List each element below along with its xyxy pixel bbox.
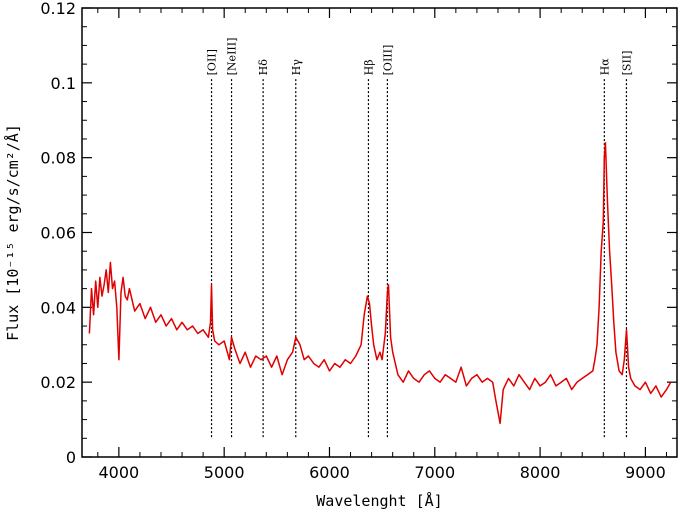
x-axis-ticks: 4000 5000 6000 7000 8000 9000 <box>97 8 667 482</box>
emission-line-label: [NeIII] <box>226 38 239 76</box>
y-tick-label: 0 <box>66 448 76 467</box>
y-tick-label: 0.08 <box>40 149 76 168</box>
y-tick-label: 0.06 <box>40 224 76 243</box>
y-tick-label: 0.02 <box>40 373 76 392</box>
x-tick-label: 8000 <box>520 463 561 482</box>
emission-line-markers: [OII] [NeIII] Hδ Hγ Hβ [OIII] Hα [SII] <box>206 38 633 439</box>
spectrum-series-line <box>88 141 672 425</box>
y-axis-ticks: 0 0.02 0.04 0.06 0.08 0.1 0.12 <box>40 0 677 467</box>
emission-line-label: [SII] <box>620 51 633 76</box>
emission-line-label: [OII] <box>206 49 219 75</box>
emission-line-label: Hγ <box>290 59 303 76</box>
x-tick-label: 5000 <box>204 463 245 482</box>
x-tick-label: 7000 <box>414 463 455 482</box>
x-tick-label: 9000 <box>625 463 666 482</box>
x-tick-label: 4000 <box>98 463 139 482</box>
y-tick-label: 0.1 <box>51 74 76 93</box>
x-axis-label: Wavelenght [Å] <box>316 491 442 510</box>
emission-line-label: Hδ <box>257 59 270 76</box>
emission-line-label: Hβ <box>362 59 375 75</box>
emission-line-label: Hα <box>598 58 611 76</box>
y-axis-label: Flux [10⁻¹⁵ erg/s/cm²/Å] <box>3 124 22 341</box>
y-tick-label: 0.12 <box>40 0 76 18</box>
plot-frame <box>81 7 678 458</box>
y-tick-label: 0.04 <box>40 298 76 317</box>
x-tick-label: 6000 <box>309 463 350 482</box>
emission-line-label: [OIII] <box>381 45 394 76</box>
